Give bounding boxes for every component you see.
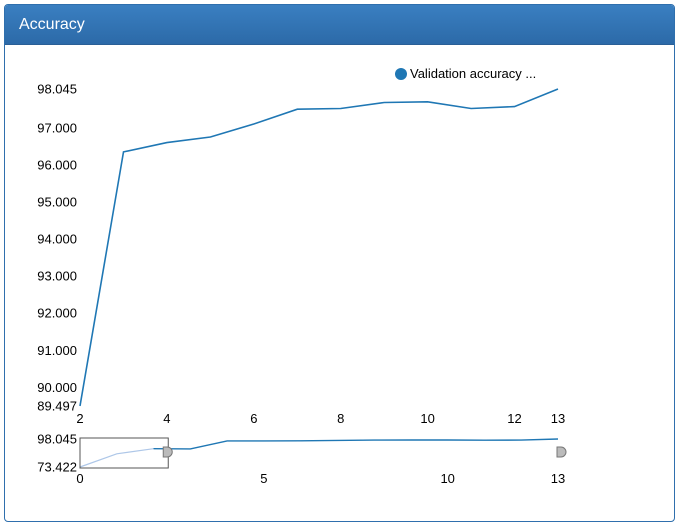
legend[interactable]: Validation accuracy ... [395,66,536,81]
x-tick-label: 4 [163,411,170,426]
legend-label: Validation accuracy ... [410,66,536,81]
panel-title: Accuracy [5,5,674,45]
y-tick-label: 93.000 [37,269,77,284]
x-tick-label: 12 [507,411,521,426]
y-tick-label: 92.000 [37,306,77,321]
x-tick-label: 8 [337,411,344,426]
y-tick-label: 98.045 [37,82,77,97]
brush-right-handle[interactable] [556,446,567,458]
y-tick-label: 89.497 [37,399,77,414]
main-x-axis: 2 4 6 8 10 12 13 [76,411,565,426]
legend-marker [395,68,407,80]
x-tick-label: 6 [250,411,257,426]
series-line-validation-accuracy [79,88,559,407]
x-tick-label: 13 [551,411,565,426]
overview-y-tick-label: 98.045 [37,432,77,447]
y-tick-label: 94.000 [37,232,77,247]
brush-left-handle[interactable] [162,446,173,458]
overview-x-tick-label: 0 [76,471,83,486]
x-tick-label: 2 [76,411,83,426]
x-tick-label: 10 [420,411,434,426]
overview-y-axis: 73.422 98.045 [37,432,77,475]
overview-y-tick-label: 73.422 [37,460,77,475]
accuracy-panel: Accuracy [4,4,675,522]
handle-grip [162,446,173,458]
handle-grip [556,446,567,458]
overview-x-tick-label: 10 [440,471,454,486]
y-tick-label: 95.000 [37,194,77,209]
y-tick-label: 96.000 [37,157,77,172]
overview-x-tick-label: 13 [551,471,565,486]
y-tick-label: 90.000 [37,380,77,395]
overview-selected-line [79,448,154,468]
overview-series-line [153,438,559,450]
main-y-axis: 89.497 90.000 91.000 92.000 93.000 94.000 95.0… [37,82,77,414]
overview-x-tick-label: 5 [260,471,267,486]
y-tick-label: 97.000 [37,120,77,135]
overview-x-axis: 0 5 10 13 [76,471,565,486]
y-tick-label: 91.000 [37,343,77,358]
